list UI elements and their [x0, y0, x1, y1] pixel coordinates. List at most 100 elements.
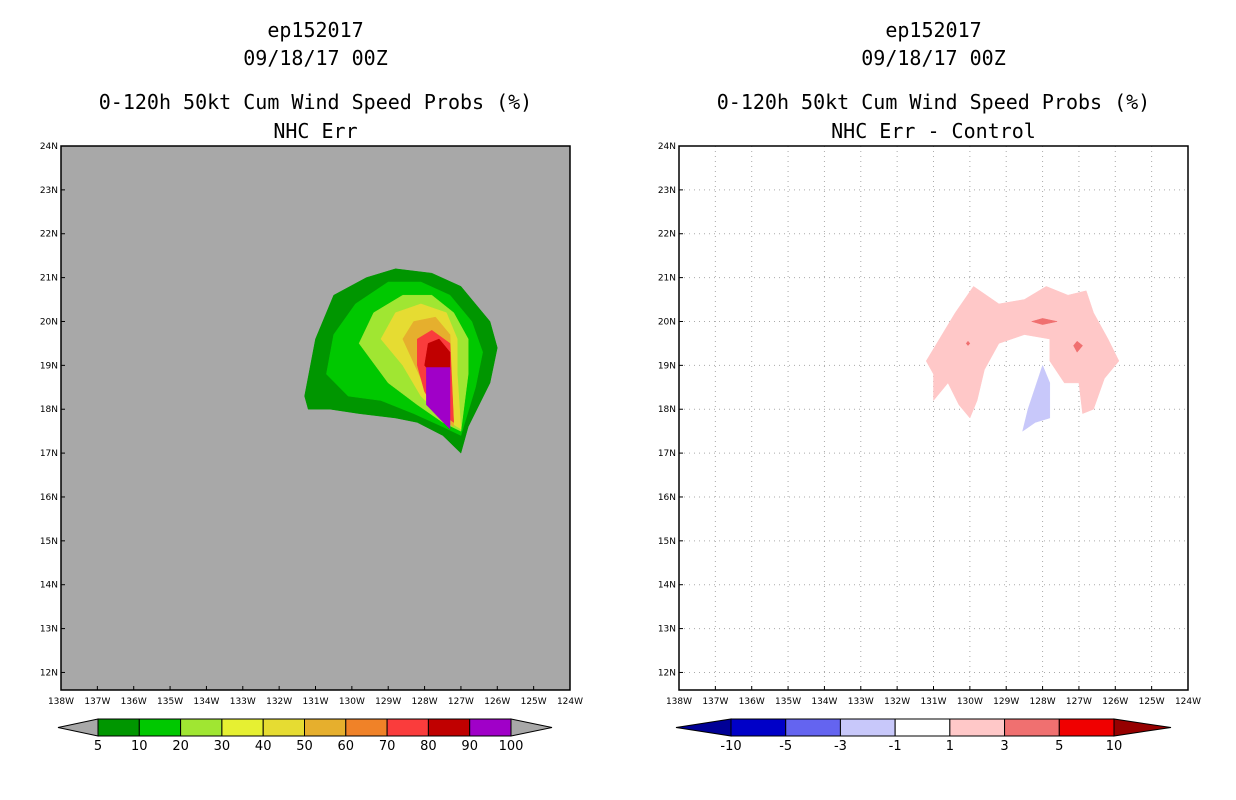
contour-3: [965, 340, 971, 346]
x-tick-label: 135W: [775, 697, 801, 707]
x-tick-label: 131W: [920, 697, 946, 707]
x-tick-label: 136W: [739, 697, 765, 707]
colorbar-box: [730, 718, 787, 737]
y-tick-label: 24N: [40, 142, 58, 152]
y-tick-label: 15N: [40, 537, 58, 547]
contour-3: [1073, 340, 1083, 353]
right-chart: 138W 137W 136W 135W 134W 133W 132W 131W 130W 129W…: [658, 142, 1201, 754]
colorbar-box: [839, 718, 896, 737]
left-colorbar: 5 10 20 30 40 50 60 70 80 90 100: [57, 718, 553, 754]
y-tick-label: 18N: [658, 405, 676, 415]
x-tick-label: 134W: [193, 697, 219, 707]
x-tick-label: 130W: [957, 697, 983, 707]
left-chart-title: 0-120h 50kt Cum Wind Speed Probs (%): [98, 90, 533, 114]
colorbar-label: 50: [296, 739, 313, 754]
x-tick-label: 137W: [84, 697, 110, 707]
colorbar-box: [345, 718, 388, 737]
x-tick-label: 128W: [412, 697, 438, 707]
plot-background: [61, 146, 570, 690]
colorbar-label: -3: [834, 739, 847, 754]
contour-3: [1031, 318, 1058, 325]
y-tick-label: 21N: [658, 274, 676, 284]
colorbar-extend-low: [675, 718, 732, 737]
contour-90: [426, 367, 451, 430]
x-tick-label: 131W: [302, 697, 328, 707]
colorbar-box: [221, 718, 264, 737]
colorbar-label: 1: [946, 739, 954, 754]
colorbar-label: 10: [131, 739, 148, 754]
colorbar-box: [949, 718, 1006, 737]
colorbar-label: 60: [338, 739, 355, 754]
colorbar-label: 30: [214, 739, 231, 754]
y-tick-label: 17N: [40, 449, 58, 459]
colorbar-label: 3: [1000, 739, 1008, 754]
x-tick-label: 133W: [848, 697, 874, 707]
colorbar-label: 5: [1055, 739, 1063, 754]
y-tick-label: 19N: [40, 361, 58, 371]
colorbar-label: -1: [889, 739, 902, 754]
colorbar-label: 100: [499, 739, 524, 754]
colorbar-box: [785, 718, 841, 737]
colorbar-box: [386, 718, 429, 737]
right-colorbar: -10 -5 -3 -1 1 3 5 10: [675, 718, 1172, 754]
x-tick-label: 125W: [521, 697, 547, 707]
y-tick-label: 14N: [658, 581, 676, 591]
right-chart-title: 0-120h 50kt Cum Wind Speed Probs (%): [716, 90, 1151, 114]
colorbar-label: 20: [172, 739, 189, 754]
y-tick-label: 24N: [658, 142, 676, 152]
x-tick-label: 129W: [375, 697, 401, 707]
colorbar-box: [1004, 718, 1060, 737]
colorbar-label: 10: [1106, 739, 1123, 754]
y-tick-label: 20N: [40, 317, 58, 327]
x-tick-label: 128W: [1030, 697, 1056, 707]
y-tick-label: 22N: [658, 230, 676, 240]
colorbar-box: [180, 718, 223, 737]
colorbar-extend-high: [510, 718, 553, 737]
x-tick-label: 126W: [1102, 697, 1128, 707]
y-tick-label: 18N: [40, 405, 58, 415]
y-tick-label: 21N: [40, 274, 58, 284]
x-tick-label: 138W: [48, 697, 74, 707]
colorbar-label: 90: [461, 739, 478, 754]
left-chart-subtitle: NHC Err: [273, 119, 358, 143]
y-tick-label: 23N: [40, 186, 58, 196]
y-tick-label: 14N: [40, 581, 58, 591]
colorbar-extend-high: [1113, 718, 1172, 737]
x-tick-label: 129W: [993, 697, 1019, 707]
y-tick-label: 15N: [658, 537, 676, 547]
left-chart: 138W 137W 136W 135W 134W 133W 132W 131W 130W 129W…: [40, 142, 583, 754]
colorbar-extend-low: [57, 718, 99, 737]
y-tick-label: 22N: [40, 230, 58, 240]
y-tick-label: 13N: [658, 625, 676, 635]
left-storm-id: ep152017: [267, 18, 364, 42]
y-tick-label: 16N: [658, 493, 676, 503]
x-tick-label: 130W: [339, 697, 365, 707]
y-tick-label: 17N: [658, 449, 676, 459]
x-tick-label: 137W: [702, 697, 728, 707]
y-tick-label: 19N: [658, 361, 676, 371]
colorbar-label: 70: [379, 739, 396, 754]
right-chart-subtitle: NHC Err - Control: [831, 119, 1036, 143]
x-tick-label: 124W: [557, 697, 583, 707]
colorbar-box: [1058, 718, 1115, 737]
plot-background: [679, 146, 1188, 690]
x-tick-label: 127W: [448, 697, 474, 707]
right-storm-id: ep152017: [885, 18, 982, 42]
y-tick-label: 23N: [658, 186, 676, 196]
x-tick-label: 126W: [484, 697, 510, 707]
x-tick-label: 133W: [230, 697, 256, 707]
left-datetime: 09/18/17 00Z: [243, 46, 388, 70]
y-tick-label: 20N: [658, 317, 676, 327]
colorbar-label: 40: [255, 739, 272, 754]
colorbar-label: 80: [420, 739, 437, 754]
colorbar-label: -10: [720, 739, 741, 754]
x-tick-label: 125W: [1139, 697, 1165, 707]
y-tick-label: 12N: [658, 668, 676, 678]
x-tick-label: 124W: [1175, 697, 1201, 707]
x-tick-label: 138W: [666, 697, 692, 707]
colorbar-box: [427, 718, 471, 737]
contour--1: [1022, 365, 1051, 432]
colorbar-box: [262, 718, 306, 737]
x-tick-label: 135W: [157, 697, 183, 707]
right-datetime: 09/18/17 00Z: [861, 46, 1006, 70]
